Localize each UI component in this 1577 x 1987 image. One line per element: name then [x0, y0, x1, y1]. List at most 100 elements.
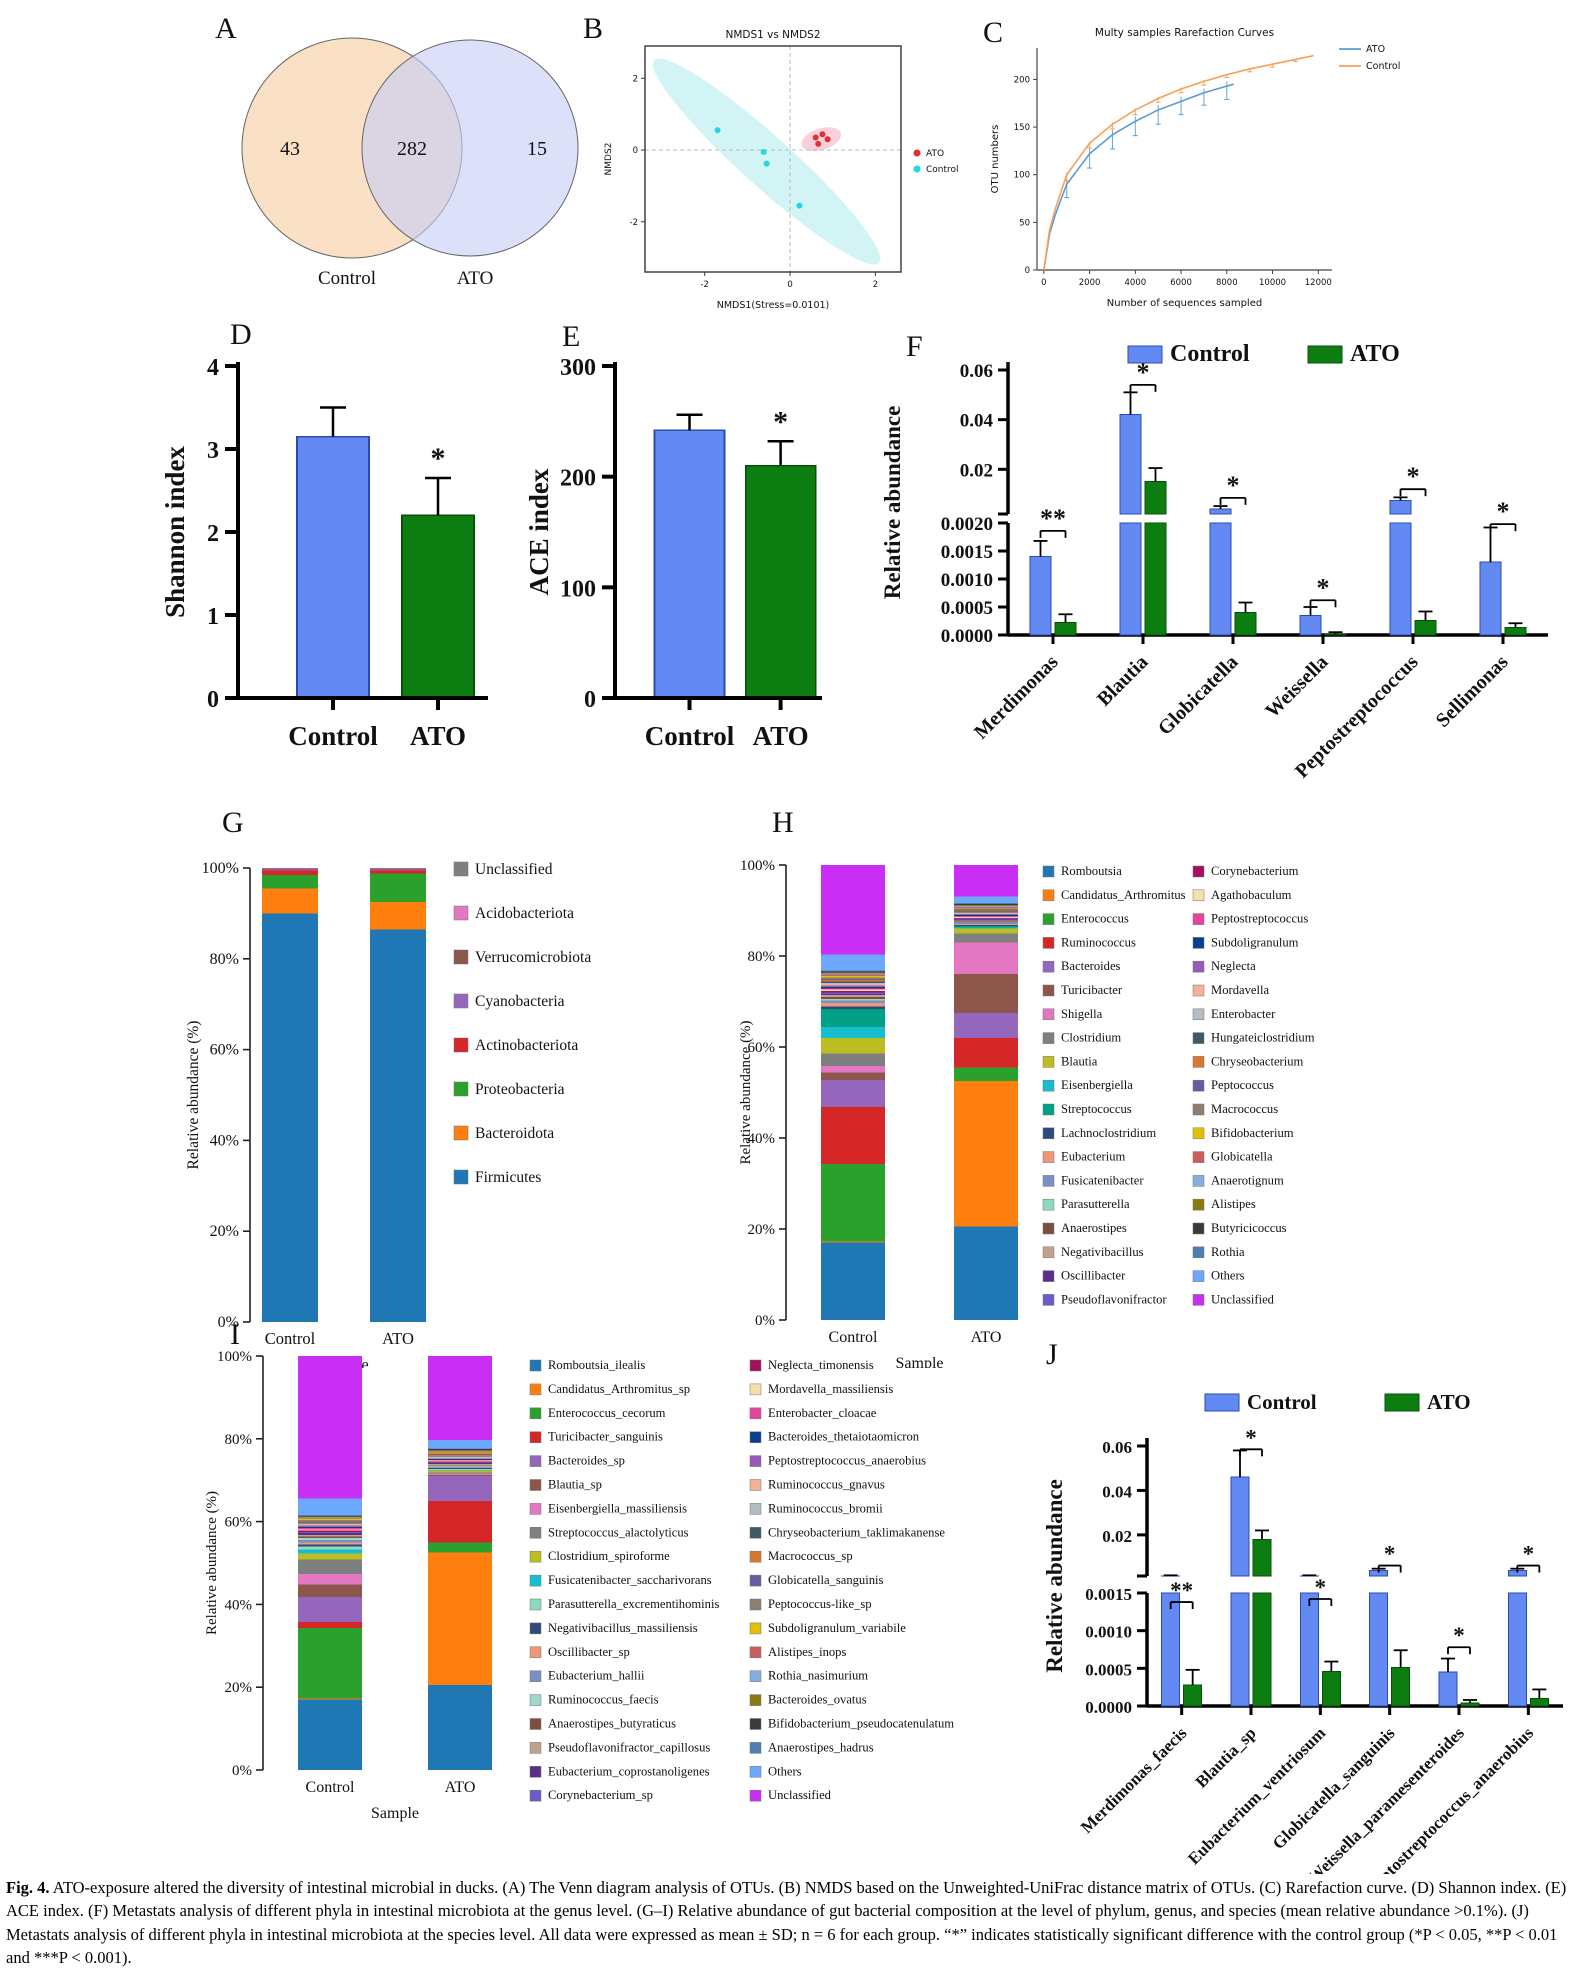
panel-label-d: D [230, 318, 252, 351]
legend-label: Acidobacteriota [475, 905, 574, 922]
legend-swatch [529, 1670, 542, 1682]
stack-segment-ruminococcus_faecis [298, 1538, 362, 1541]
legend-swatch [749, 1431, 762, 1443]
stack-segment-ruminococcus_bromii [298, 1523, 362, 1525]
category-label: Weissella [1261, 651, 1332, 722]
rect-shape [644, 45, 902, 273]
legend-swatch [453, 1169, 469, 1185]
legend-label: Clostridium [1061, 1031, 1121, 1045]
stack-segment-negativibacillus [821, 995, 885, 997]
stack-category-label: Control [306, 1779, 355, 1796]
panel-label-b: B [583, 12, 604, 45]
stack-segment-corynebacterium [821, 991, 885, 993]
stack-segment-eisenbergiella_massiliensis [428, 1473, 492, 1475]
stack-segment-ruminococcus [954, 1037, 1018, 1068]
venn-overlap-count: 282 [397, 138, 427, 160]
stack-ylabel: Relative abundance (%) [185, 1021, 202, 1170]
legend-swatch [749, 1742, 762, 1754]
rarefaction-ylabel: OTU numbers [990, 125, 1001, 194]
bar-control-globicatella_sanguinis [1369, 1592, 1389, 1707]
legend-swatch [1042, 1246, 1055, 1259]
legend-label: Clostridium_spiroforme [548, 1549, 670, 1563]
stack-segment-romboutsia_ilealis [428, 1685, 492, 1770]
legend-swatch [529, 1622, 542, 1635]
legend-label: Chryseobacterium [1211, 1054, 1304, 1068]
stack-segment-mordavella [821, 984, 885, 986]
legend-swatch [1042, 889, 1055, 902]
bar-category-label: ATO [410, 721, 466, 751]
stack-segment-streptococcus [954, 925, 1018, 928]
legend-swatch [1192, 1151, 1205, 1163]
bar-ato-sellimonas [1504, 627, 1527, 636]
legend-swatch [1192, 1246, 1205, 1259]
stack-segment-corynebacterium [954, 917, 1018, 919]
stack-segment-hungateiclostridium [821, 981, 885, 983]
text-shape: 0 [1041, 278, 1046, 288]
bar-ato-merdimonas_faecis [1183, 1684, 1203, 1707]
stack-segment-bacteroides [954, 1012, 1018, 1038]
text-shape: 0.02 [960, 460, 993, 481]
stack-segment-shigella [821, 1066, 885, 1073]
legend-label: Peptostreptococcus_anaerobius [768, 1454, 926, 1468]
stack-segment-bifidobacterium [821, 976, 885, 978]
legend-swatch [749, 1503, 762, 1515]
legend-swatch [1192, 984, 1205, 997]
stack-segment-ruminococcus_gnavus [298, 1524, 362, 1526]
legend-label: Candidatus_Arthromitus [1061, 888, 1186, 902]
venn-right-count: 15 [527, 138, 547, 160]
text-shape: 40% [210, 1132, 239, 1149]
legend-label: Bifidobacterium [1211, 1126, 1294, 1140]
legend-label: Turicibacter_sanguinis [548, 1430, 663, 1444]
stack-segment-verrucomicrobiota [262, 868, 318, 870]
stack-segment-cyanobacteria [370, 869, 426, 871]
legend-label: Anaerotignum [1211, 1173, 1284, 1187]
panel-label-a: A [215, 12, 237, 45]
stack-segment-macrococcus [821, 977, 885, 979]
legend-label: Proteobacteria [475, 1081, 565, 1098]
bar-ato-weissella_paramesenteroides [1460, 1702, 1480, 1707]
legend-label: Eubacterium_hallii [548, 1669, 645, 1683]
legend-swatch [529, 1789, 542, 1802]
stack-segment-candidatus_arthromitus [954, 1081, 1018, 1227]
legend-label: Parasutterella_excrementihominis [548, 1597, 719, 1611]
legend-swatch [529, 1718, 542, 1730]
legend-swatch [1042, 1008, 1055, 1021]
stack-segment-verrucomicrobiota [370, 868, 426, 870]
legend-label: Enterococcus_cecorum [548, 1406, 666, 1420]
nmds-ellipse-ato [801, 127, 841, 152]
significance-star: * [1317, 573, 1330, 602]
stack-segment-clostridium [954, 933, 1018, 943]
stack-segment-eubacterium [954, 924, 1018, 926]
legend-swatch [1307, 345, 1343, 364]
text-shape: 0% [218, 1314, 239, 1331]
stack-segment-blautia [954, 928, 1018, 934]
text-shape: 0.0000 [1085, 1698, 1132, 1717]
text-shape: 20% [210, 1223, 239, 1240]
panel-label-f: F [906, 330, 923, 363]
bar-ylabel: Shannon index [160, 446, 190, 618]
bar-control-merdimonas [1029, 556, 1052, 636]
legend-swatch [749, 1766, 762, 1778]
legend-label: Romboutsia [1061, 864, 1122, 878]
text-shape: 50 [1019, 218, 1030, 228]
stack-segment-cyanobacteria [262, 869, 318, 871]
stack-segment-subdoligranulum [821, 986, 885, 989]
stack-segment-chryseobacterium [954, 910, 1018, 912]
stack-segment-fusicatenibacter [821, 1000, 885, 1003]
stack-segment-others [821, 954, 885, 971]
legend-label: Bacteroides [1061, 959, 1121, 973]
legend-label: Mordavella_massiliensis [768, 1382, 893, 1396]
significance-star: * [1407, 462, 1420, 491]
stack-segment-corynebacterium_sp [298, 1531, 362, 1534]
stack-segment-bacteroides_sp [428, 1476, 492, 1501]
stack-segment-pseudoflavonifractor_capillosus [428, 1464, 492, 1465]
text-shape: 0.0015 [1085, 1585, 1132, 1604]
legend-label: Pseudoflavonifractor [1061, 1292, 1167, 1306]
legend-swatch [453, 1125, 469, 1141]
legend-swatch [749, 1598, 762, 1611]
stack-segment-turicibacter_sanguinis [428, 1500, 492, 1543]
stack-segment-peptococcus-like_sp [428, 1453, 492, 1455]
genus-metastats-bar-chart: Control ATO 0.02 0.04 0.06 0.0000 0.0005 0.0010… [880, 341, 1548, 783]
legend-label: Globicatella [1211, 1150, 1273, 1164]
venn-left-count: 43 [280, 138, 300, 160]
